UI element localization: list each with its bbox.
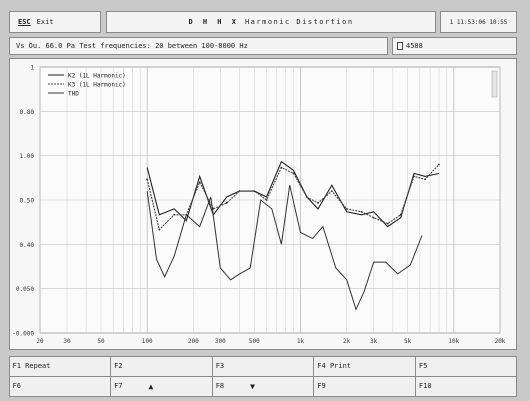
series-line-2 <box>146 185 423 311</box>
y-tick-label: 1 <box>30 65 34 72</box>
f5-button[interactable]: F5 <box>414 355 518 377</box>
series-point-1 <box>305 196 308 198</box>
title-code: D H H X <box>188 18 239 26</box>
x-tick-label: 10k <box>448 338 459 345</box>
arrow-up-icon: ▲ <box>148 381 154 391</box>
x-tick-label: 500 <box>249 338 260 345</box>
title-bar-left[interactable]: ESC Exit <box>9 11 101 33</box>
x-tick-label: 1k <box>297 338 305 345</box>
f1-label: F1 Repeat <box>12 362 51 370</box>
series-point-1 <box>317 202 319 204</box>
y-tick-label: 0.80 <box>20 109 35 116</box>
series-point-1 <box>253 190 256 193</box>
esc-key-label: ESC <box>18 18 31 26</box>
x-tick-label: 200 <box>188 338 199 345</box>
x-tick-label: 300 <box>215 338 226 345</box>
info-text: Vs Ou. 66.0 Pa Test frequencies: 20 betw… <box>16 42 248 50</box>
f6-button[interactable]: F6 <box>8 375 112 397</box>
y-tick-label: 0.50 <box>20 198 35 205</box>
series-point-1 <box>399 213 402 216</box>
legend-label-1: K3 (1L Harmonic) <box>68 82 126 89</box>
y-tick-label: 0.40 <box>20 242 35 249</box>
y-tick-label: 0.050 <box>16 286 34 293</box>
f8-down-button[interactable]: F8 ▼ <box>211 375 315 397</box>
y-tick-label: -0.000 <box>12 331 34 338</box>
distortion-chart: 1 0.80 1.00 0.50 0.40 0.050 -0.000 20 30 50 100 200… <box>9 58 517 350</box>
series-point-1 <box>158 228 161 231</box>
x-tick-label: 30 <box>63 338 71 345</box>
clock-box: 1 11:53:06 10:55 <box>440 11 517 33</box>
series-point-1 <box>292 172 295 175</box>
series-point-1 <box>424 178 427 181</box>
page-title: Harmonic Distortion <box>244 18 354 26</box>
info-bar: Vs Ou. 66.0 Pa Test frequencies: 20 betw… <box>9 37 388 55</box>
f2-label: F2 <box>114 362 123 370</box>
x-tick-label: 5k <box>404 338 412 345</box>
x-tick-label: 100 <box>142 338 153 345</box>
f9-label: F9 <box>317 382 326 390</box>
x-tick-label: 2k <box>343 338 351 345</box>
f9-button[interactable]: F9 <box>313 375 416 397</box>
file-box[interactable]: 4588 <box>392 37 517 55</box>
series-point-1 <box>238 190 241 193</box>
f3-button[interactable]: F3 <box>211 355 315 377</box>
clock-text: 1 11:53:06 10:55 <box>449 18 508 26</box>
f7-label: F7 <box>114 382 123 390</box>
f2-button[interactable]: F2 <box>110 355 213 377</box>
f3-label: F3 <box>215 362 225 370</box>
series-point-1 <box>173 213 176 216</box>
f6-label: F6 <box>12 382 21 390</box>
arrow-down-icon: ▼ <box>250 381 255 391</box>
series-point-1 <box>372 216 375 219</box>
f10-button[interactable]: F10 <box>414 375 518 397</box>
x-tick-label: 20 <box>36 338 44 345</box>
series-point-1 <box>360 210 363 213</box>
series-line-0 <box>146 160 440 228</box>
series-point-1 <box>280 166 283 169</box>
exit-label: Exit <box>36 18 54 26</box>
f8-label: F8 <box>215 382 225 390</box>
series-point-1 <box>330 190 333 193</box>
f10-label: F10 <box>418 382 432 390</box>
f1-repeat-button[interactable]: F1 Repeat <box>8 355 112 377</box>
series-point-1 <box>413 175 415 178</box>
function-key-bar: F1 Repeat F2 F3 F4 Print F5 F6 F7 ▲ F8 ▼ F… <box>8 355 518 397</box>
f7-up-button[interactable]: F7 ▲ <box>110 375 213 397</box>
x-tick-label: 20k <box>495 338 506 345</box>
title-bar: D H H X Harmonic Distortion <box>106 11 436 33</box>
x-tick-label: 50 <box>97 338 105 345</box>
series-point-1 <box>438 163 440 166</box>
series-point-1 <box>386 222 389 225</box>
series-point-1 <box>225 202 228 204</box>
f5-label: F5 <box>418 362 428 370</box>
legend-label-2: THD <box>68 91 79 98</box>
legend-scroll-indicator <box>491 70 498 98</box>
legend-label-0: K2 (1L Harmonic) <box>68 73 126 80</box>
x-tick-label: 3k <box>370 338 378 345</box>
f4-print-button[interactable]: F4 Print <box>313 355 416 377</box>
y-tick-label: 1.00 <box>20 153 35 160</box>
f4-label: F4 Print <box>317 362 352 370</box>
series-point-1 <box>265 199 268 201</box>
page-icon <box>397 42 403 50</box>
file-number: 4588 <box>406 42 423 50</box>
series-point-1 <box>146 178 149 181</box>
series-point-1 <box>345 207 348 210</box>
series-point-1 <box>198 181 201 184</box>
